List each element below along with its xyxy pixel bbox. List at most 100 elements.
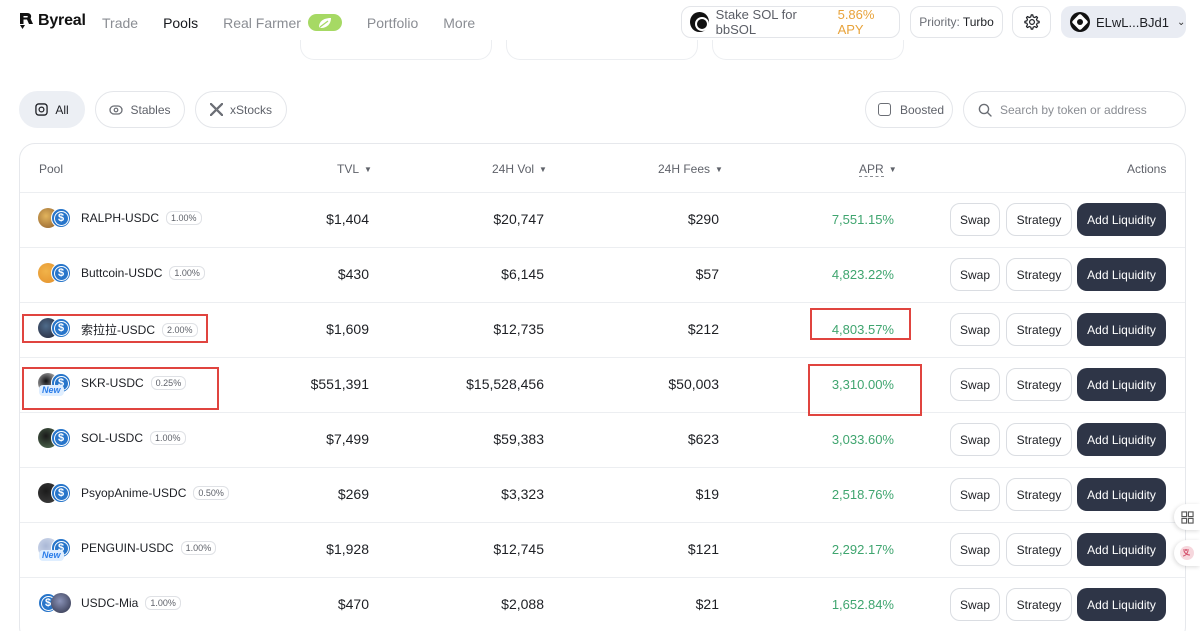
apr-value[interactable]: 3,310.00%	[831, 377, 894, 392]
strategy-button[interactable]: Strategy	[1006, 203, 1072, 236]
add-liquidity-button[interactable]: Add Liquidity	[1077, 423, 1166, 456]
tvl-value: $1,928	[326, 541, 369, 557]
swap-button[interactable]: Swap	[950, 533, 1000, 566]
nav-item-trade[interactable]: Trade	[102, 14, 139, 31]
nav-item-label: Real Farmer	[223, 14, 301, 31]
add-liquidity-button[interactable]: Add Liquidity	[1077, 478, 1166, 511]
column-header-apr[interactable]: APR ▼	[859, 162, 897, 177]
column-header-24h-vol[interactable]: 24H Vol ▼	[492, 162, 547, 176]
strategy-button[interactable]: Strategy	[1006, 313, 1072, 346]
table-header: Pool TVL ▼ 24H Vol ▼ 24H Fees ▼ APR ▼ Action…	[20, 144, 1185, 193]
column-header-label: APR	[859, 162, 884, 177]
wallet-avatar	[1070, 12, 1090, 32]
swap-button[interactable]: Swap	[950, 368, 1000, 401]
search-icon	[978, 103, 992, 117]
strategy-button[interactable]: Strategy	[1006, 368, 1072, 401]
wallet-button[interactable]: ELwL...BJd1 ⌄	[1061, 6, 1186, 38]
stake-sol-button[interactable]: Stake SOL for bbSOL 5.86% APY	[681, 6, 900, 38]
filter-chip-all[interactable]: All	[19, 91, 85, 128]
apr-value[interactable]: 1,652.84%	[831, 597, 894, 612]
pool-name[interactable]: PENGUIN-USDC 1.00%	[81, 541, 217, 556]
search-input[interactable]	[1000, 102, 1175, 117]
table-row[interactable]: New PENGUIN-USDC 1.00% $1,928 $12,745 $12…	[20, 523, 1185, 578]
column-header-label: 24H Fees	[658, 162, 711, 176]
settings-button[interactable]	[1012, 6, 1051, 38]
nav-item-real-farmer[interactable]: Real Farmer	[223, 14, 342, 31]
top-navigation-bar: Byreal Trade Pools Real Farmer Portfolio…	[0, 0, 1200, 46]
column-header-24h-fees[interactable]: 24H Fees ▼	[658, 162, 723, 176]
table-row[interactable]: SOL-USDC 1.00% $7,499 $59,383 $623 3,033.…	[20, 413, 1185, 468]
fees-value: $212	[687, 321, 719, 337]
brand-logo[interactable]: Byreal	[18, 12, 86, 30]
pool-name[interactable]: Buttcoin-USDC 1.00%	[81, 266, 205, 281]
apr-value[interactable]: 2,292.17%	[831, 542, 894, 557]
swap-button[interactable]: Swap	[950, 588, 1000, 621]
grid-icon	[1180, 510, 1194, 524]
table-row[interactable]: PsyopAnime-USDC 0.50% $269 $3,323 $19 2,5…	[20, 468, 1185, 523]
token-logo-icon	[51, 593, 71, 613]
strategy-button[interactable]: Strategy	[1006, 423, 1072, 456]
apr-value[interactable]: 2,518.76%	[831, 487, 894, 502]
leaf-icon	[318, 17, 331, 28]
table-row[interactable]: RALPH-USDC 1.00% $1,404 $20,747 $290 7,55…	[20, 193, 1185, 248]
boosted-filter[interactable]: Boosted	[865, 91, 953, 128]
pool-pair: SKR-USDC	[81, 376, 144, 390]
pool-token-icons	[38, 263, 74, 285]
swap-button[interactable]: Swap	[950, 258, 1000, 291]
main-nav: Trade Pools Real Farmer Portfolio More	[102, 14, 500, 31]
add-liquidity-button[interactable]: Add Liquidity	[1077, 203, 1166, 236]
filter-chip-xstocks[interactable]: xStocks	[195, 91, 287, 128]
swap-button[interactable]: Swap	[950, 478, 1000, 511]
nav-item-pools[interactable]: Pools	[163, 14, 199, 31]
fee-tier-badge: 1.00%	[180, 541, 217, 555]
volume-value: $12,745	[493, 541, 544, 557]
pool-name[interactable]: USDC-Mia 1.00%	[81, 596, 181, 611]
volume-value: $6,145	[501, 266, 544, 282]
swap-button[interactable]: Swap	[950, 203, 1000, 236]
apr-value[interactable]: 4,823.22%	[831, 267, 894, 282]
add-liquidity-button[interactable]: Add Liquidity	[1077, 258, 1166, 291]
strategy-button[interactable]: Strategy	[1006, 588, 1072, 621]
apr-value[interactable]: 4,803.57%	[831, 322, 894, 337]
volume-value: $59,383	[493, 431, 544, 447]
pool-name[interactable]: 索拉拉-USDC 2.00%	[81, 321, 198, 338]
translate-tool-button[interactable]	[1174, 540, 1200, 566]
filter-chip-stables[interactable]: Stables	[95, 91, 185, 128]
grid-tool-button[interactable]	[1174, 504, 1200, 530]
add-liquidity-button[interactable]: Add Liquidity	[1077, 368, 1166, 401]
priority-fee-button[interactable]: Priority: Turbo	[910, 6, 1003, 38]
add-liquidity-button[interactable]: Add Liquidity	[1077, 533, 1166, 566]
column-header-label: 24H Vol	[492, 162, 535, 176]
table-row[interactable]: Buttcoin-USDC 1.00% $430 $6,145 $57 4,823…	[20, 248, 1185, 303]
strategy-button[interactable]: Strategy	[1006, 533, 1072, 566]
pool-name[interactable]: RALPH-USDC 1.00%	[81, 211, 202, 226]
pool-pair: SOL-USDC	[81, 431, 144, 445]
table-row[interactable]: 索拉拉-USDC 2.00% $1,609 $12,735 $212 4,803.…	[20, 303, 1185, 358]
table-row[interactable]: New SKR-USDC 0.25% $551,391 $15,528,456 $…	[20, 358, 1185, 413]
pool-token-icons	[38, 208, 74, 230]
pool-pair: RALPH-USDC	[81, 211, 160, 225]
highlight-box	[810, 308, 911, 340]
add-liquidity-button[interactable]: Add Liquidity	[1077, 313, 1166, 346]
swap-button[interactable]: Swap	[950, 423, 1000, 456]
column-header-tvl[interactable]: TVL ▼	[337, 162, 372, 176]
apr-value[interactable]: 7,551.15%	[831, 212, 894, 227]
pool-name[interactable]: SOL-USDC 1.00%	[81, 431, 186, 446]
highlight-box	[808, 364, 922, 416]
apr-value[interactable]: 3,033.60%	[831, 432, 894, 447]
swap-button[interactable]: Swap	[950, 313, 1000, 346]
nav-item-more[interactable]: More	[443, 14, 476, 31]
add-liquidity-button[interactable]: Add Liquidity	[1077, 588, 1166, 621]
boosted-checkbox[interactable]	[878, 103, 891, 116]
pool-name[interactable]: PsyopAnime-USDC 0.50%	[81, 486, 229, 501]
priority-value: Turbo	[962, 15, 994, 29]
translate-icon	[1180, 546, 1194, 560]
nav-item-portfolio[interactable]: Portfolio	[366, 14, 419, 31]
pool-name[interactable]: SKR-USDC 0.25%	[81, 376, 187, 391]
summary-card-edge	[300, 40, 492, 60]
all-icon	[35, 103, 49, 116]
strategy-button[interactable]: Strategy	[1006, 258, 1072, 291]
usdc-icon	[51, 318, 71, 338]
strategy-button[interactable]: Strategy	[1006, 478, 1072, 511]
